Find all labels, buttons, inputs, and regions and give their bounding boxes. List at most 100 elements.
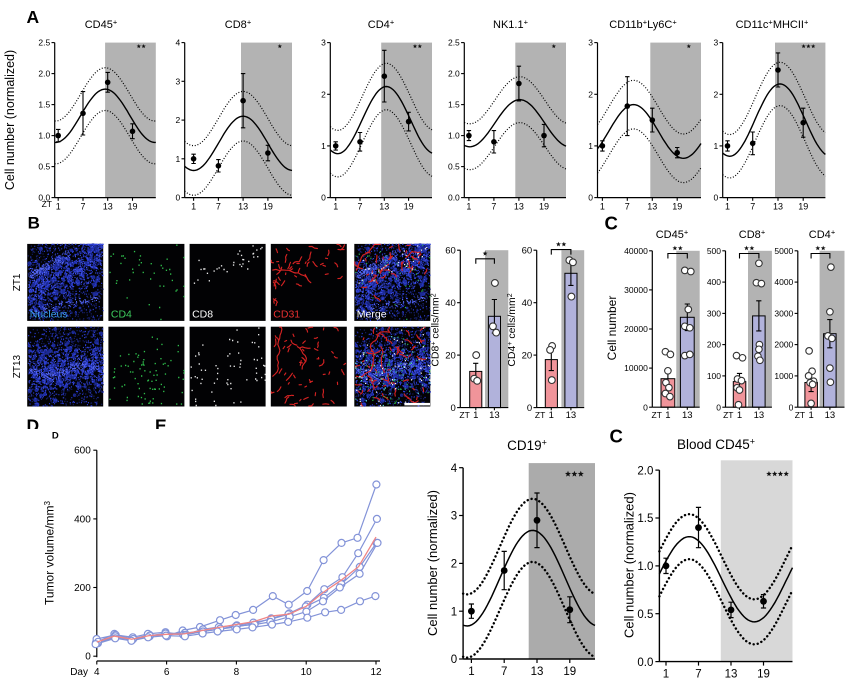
svg-text:CD45+: CD45+: [85, 18, 118, 32]
svg-text:2: 2: [451, 559, 457, 571]
svg-text:4000: 4000: [774, 277, 793, 287]
svg-text:7: 7: [501, 666, 507, 678]
svg-text:10000: 10000: [624, 363, 648, 373]
svg-text:Tumor volume/mm3: Tumor volume/mm3: [43, 500, 57, 605]
svg-text:19: 19: [127, 202, 137, 212]
svg-text:2.0: 2.0: [38, 69, 50, 79]
svg-text:0.5: 0.5: [637, 609, 653, 621]
svg-text:1.5: 1.5: [448, 100, 460, 110]
svg-text:1: 1: [737, 410, 742, 421]
svg-text:E: E: [155, 415, 167, 435]
svg-text:19: 19: [563, 666, 576, 678]
svg-text:0.5: 0.5: [448, 162, 460, 172]
svg-text:3: 3: [588, 38, 593, 48]
svg-text:0: 0: [321, 193, 326, 203]
svg-text:7: 7: [491, 202, 496, 212]
svg-text:7: 7: [216, 202, 221, 212]
svg-text:2.0: 2.0: [448, 69, 460, 79]
svg-text:13: 13: [647, 202, 657, 212]
svg-text:CD8+: CD8+: [225, 18, 252, 32]
svg-text:1: 1: [468, 666, 474, 678]
svg-text:2: 2: [321, 89, 326, 99]
svg-text:CD11c+MHCII+: CD11c+MHCII+: [736, 18, 809, 32]
svg-text:Merge: Merge: [357, 309, 387, 321]
svg-text:40000: 40000: [624, 246, 648, 256]
svg-text:0: 0: [643, 402, 648, 412]
svg-text:2: 2: [175, 115, 180, 125]
svg-text:2.0: 2.0: [637, 465, 653, 477]
svg-text:1: 1: [56, 202, 61, 212]
svg-text:Cell number (normalized): Cell number (normalized): [3, 50, 17, 190]
svg-text:60: 60: [522, 246, 533, 257]
svg-text:7: 7: [80, 202, 85, 212]
svg-text:13: 13: [773, 202, 783, 212]
svg-text:0: 0: [789, 402, 794, 412]
svg-text:2.5: 2.5: [38, 38, 50, 48]
svg-text:1: 1: [808, 410, 813, 421]
svg-text:D: D: [27, 415, 40, 435]
svg-text:0: 0: [175, 193, 180, 203]
svg-text:13: 13: [514, 202, 524, 212]
svg-text:0: 0: [451, 403, 456, 414]
svg-text:40: 40: [522, 298, 533, 309]
svg-text:60: 60: [445, 246, 456, 257]
svg-text:3: 3: [321, 38, 326, 48]
svg-text:1: 1: [725, 202, 730, 212]
svg-text:7: 7: [695, 669, 701, 681]
svg-text:13: 13: [531, 666, 544, 678]
svg-text:CD45+: CD45+: [656, 228, 689, 242]
svg-text:1: 1: [713, 141, 718, 151]
svg-text:20: 20: [522, 351, 533, 362]
svg-text:1000: 1000: [774, 371, 793, 381]
svg-text:NK1.1+: NK1.1+: [493, 18, 529, 32]
svg-text:20: 20: [445, 351, 456, 362]
svg-text:19: 19: [404, 202, 414, 212]
svg-text:4: 4: [175, 38, 180, 48]
svg-text:2: 2: [588, 89, 593, 99]
svg-text:200: 200: [707, 340, 721, 350]
svg-text:Cell number (normalized): Cell number (normalized): [425, 490, 440, 636]
svg-text:4: 4: [94, 667, 100, 678]
svg-text:0: 0: [527, 403, 532, 414]
svg-text:1: 1: [600, 202, 605, 212]
svg-text:1: 1: [473, 410, 478, 421]
svg-text:0: 0: [451, 654, 457, 666]
svg-text:ZT: ZT: [42, 199, 52, 209]
svg-text:1.5: 1.5: [637, 513, 653, 525]
svg-text:600: 600: [74, 446, 91, 457]
svg-text:2: 2: [713, 89, 718, 99]
svg-text:13: 13: [566, 410, 577, 421]
svg-text:7: 7: [625, 202, 630, 212]
svg-text:1: 1: [466, 202, 471, 212]
svg-text:C: C: [605, 212, 618, 233]
svg-text:0.5: 0.5: [38, 162, 50, 172]
svg-text:100: 100: [707, 371, 721, 381]
svg-text:CD19+: CD19+: [507, 438, 547, 453]
svg-text:400: 400: [707, 277, 721, 287]
svg-text:1: 1: [175, 154, 180, 164]
svg-text:Cell number: Cell number: [605, 296, 619, 361]
svg-text:1: 1: [549, 410, 554, 421]
svg-text:13: 13: [682, 410, 693, 421]
svg-text:ZT1: ZT1: [12, 273, 23, 291]
svg-text:7: 7: [357, 202, 362, 212]
svg-text:1.5: 1.5: [38, 100, 50, 110]
svg-text:1: 1: [333, 202, 338, 212]
svg-text:0.0: 0.0: [38, 193, 50, 203]
svg-text:CD8: CD8: [192, 309, 213, 321]
svg-text:CD11b+Ly6C+: CD11b+Ly6C+: [609, 18, 677, 32]
svg-text:A: A: [27, 7, 40, 27]
svg-text:0: 0: [588, 193, 593, 203]
svg-text:1.0: 1.0: [637, 561, 653, 573]
svg-text:13: 13: [238, 202, 248, 212]
svg-text:0.0: 0.0: [448, 193, 460, 203]
svg-text:1: 1: [665, 410, 670, 421]
svg-text:400: 400: [74, 514, 91, 525]
svg-text:200: 200: [74, 583, 91, 594]
svg-text:1: 1: [588, 141, 593, 151]
svg-text:CD4+: CD4+: [368, 18, 395, 32]
svg-text:Cell number (normalized): Cell number (normalized): [622, 492, 637, 638]
svg-text:CD8+: CD8+: [739, 228, 766, 242]
svg-text:40: 40: [445, 298, 456, 309]
svg-text:7: 7: [750, 202, 755, 212]
